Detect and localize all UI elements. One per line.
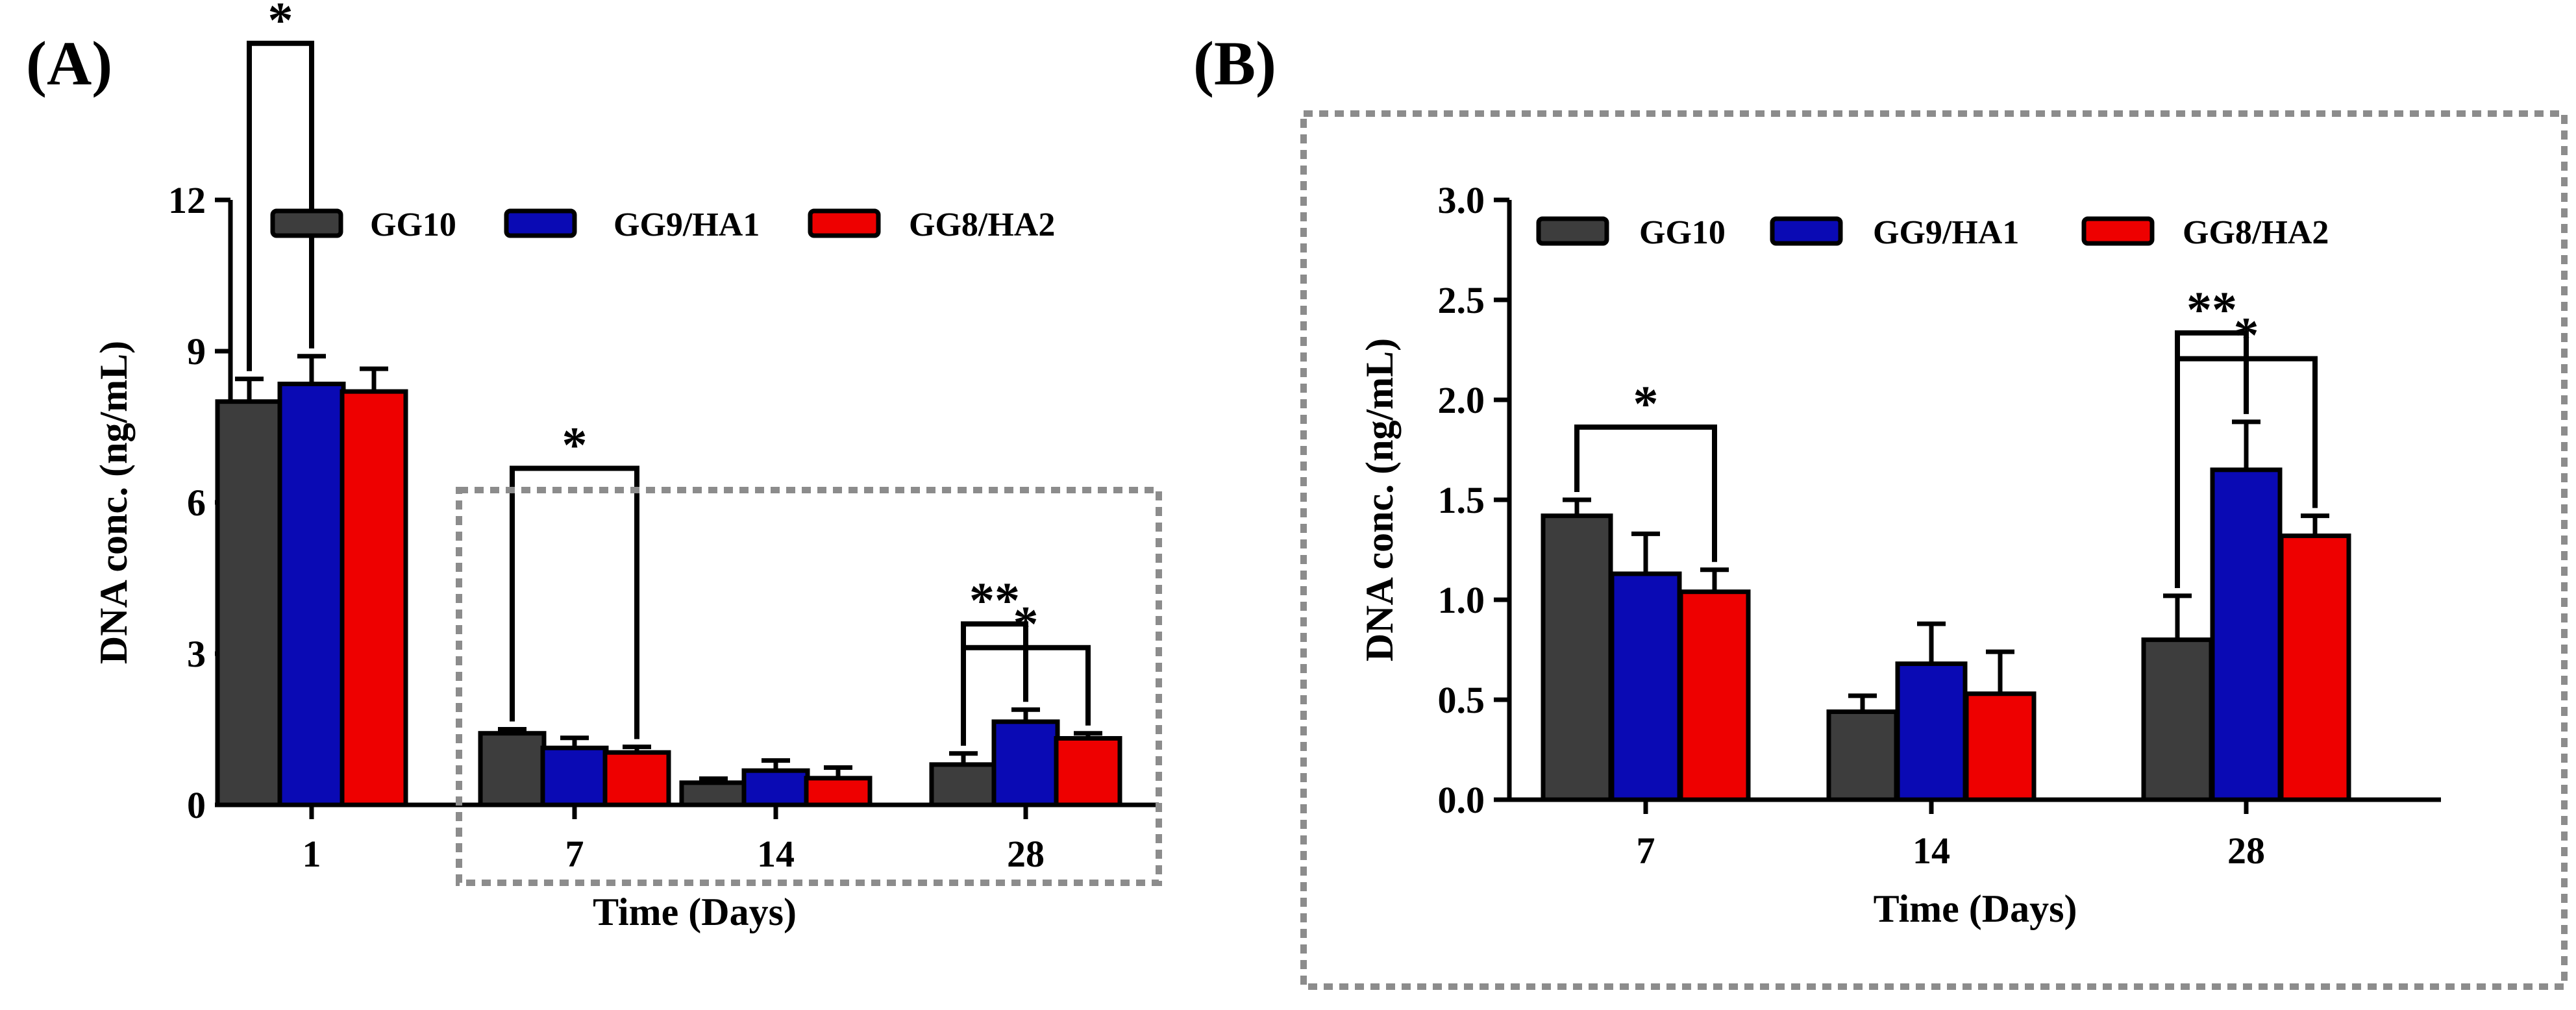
significance-marker: * — [1013, 596, 1039, 652]
significance-marker: ** — [2186, 281, 2237, 338]
y-tick-label: 0.5 — [1438, 679, 1485, 721]
y-tick-label: 0.0 — [1438, 779, 1485, 821]
bar-gg10 — [1826, 709, 1899, 802]
x-tick-label: 28 — [1007, 833, 1045, 875]
significance-marker: * — [268, 0, 293, 48]
bar-gg10 — [2141, 637, 2214, 802]
y-tick-label: 12 — [168, 179, 206, 221]
bar-gg9-ha1 — [540, 745, 609, 807]
bar-gg10 — [215, 399, 284, 807]
y-tick-label: 3 — [187, 633, 206, 675]
x-tick-label: 28 — [2227, 830, 2265, 872]
chart-a: 0 3 6 9 12 1 7 14 28 Time (Days) DNA conc. (ng/mL)… — [92, 0, 1162, 933]
significance-bracket — [1574, 425, 1717, 562]
x-tick-label: 7 — [1637, 830, 1655, 872]
bar-gg9-ha1 — [277, 381, 346, 807]
legend-swatch — [270, 208, 343, 238]
significance-marker: * — [2234, 307, 2259, 363]
y-tick-label: 2.5 — [1438, 279, 1485, 321]
bar-gg9-ha1 — [1895, 661, 1968, 802]
bar-gg10 — [929, 762, 998, 807]
x-axis-title: Time (Days) — [593, 891, 797, 933]
bar-gg10 — [679, 780, 748, 807]
legend-swatch — [504, 208, 577, 238]
significance-marker: * — [562, 417, 588, 473]
bar-gg10 — [1541, 513, 1613, 802]
legend-label: GG8/HA2 — [909, 206, 1055, 243]
bar-gg8-ha2 — [1964, 691, 2037, 802]
legend-label: GG8/HA2 — [2183, 214, 2329, 251]
legend-label: GG10 — [370, 206, 456, 243]
legend-label: GG9/HA1 — [1873, 214, 2019, 251]
bar-gg8-ha2 — [340, 389, 408, 807]
bar-gg9-ha1 — [741, 768, 810, 807]
bar-gg8-ha2 — [804, 776, 873, 807]
significance-marker: ** — [969, 572, 1020, 628]
y-tick-label: 0 — [187, 784, 206, 826]
chart-b: 0.0 0.5 1.0 1.5 2.0 2.5 3.0 7 14 28 Time (Days) DNA… — [1300, 110, 2568, 990]
y-tick-label: 9 — [187, 330, 206, 373]
y-tick-label: 2.0 — [1438, 379, 1485, 421]
legend-swatch — [1536, 216, 1609, 246]
y-axis-title: DNA conc. (ng/mL) — [1358, 338, 1401, 661]
significance-bracket — [2175, 356, 2318, 588]
legend-swatch — [808, 208, 881, 238]
significance-bracket — [961, 645, 1091, 746]
bar-gg9-ha1 — [991, 719, 1060, 807]
significance-bracket — [247, 40, 314, 371]
bar-gg9-ha1 — [2210, 467, 2283, 802]
y-tick-label: 1.5 — [1438, 479, 1485, 521]
legend-label: GG10 — [1639, 214, 1726, 251]
x-tick-label: 7 — [565, 833, 584, 875]
legend-label: GG9/HA1 — [613, 206, 760, 243]
x-tick-label: 14 — [1913, 830, 1950, 872]
bar-gg9-ha1 — [1609, 571, 1682, 802]
y-axis-title: DNA conc. (ng/mL) — [92, 341, 135, 664]
panel-b-frame — [1300, 110, 2568, 990]
bar-gg8-ha2 — [1054, 735, 1122, 807]
x-tick-label: 14 — [757, 833, 795, 875]
bar-gg10 — [478, 731, 547, 807]
y-tick-label: 1.0 — [1438, 579, 1485, 621]
inset-highlight-box — [456, 487, 1162, 886]
bar-gg8-ha2 — [602, 750, 671, 807]
y-tick-label: 6 — [187, 482, 206, 524]
significance-bracket — [510, 465, 639, 739]
panel-b-label: (B) — [1193, 29, 1276, 98]
bar-gg8-ha2 — [1678, 589, 1751, 802]
y-tick-label: 3.0 — [1438, 179, 1485, 221]
x-axis-title: Time (Days) — [1874, 887, 2077, 930]
bar-gg8-ha2 — [2279, 533, 2351, 802]
legend-swatch — [2081, 216, 2155, 246]
x-tick-label: 1 — [303, 833, 321, 875]
legend-swatch — [1770, 216, 1843, 246]
significance-marker: * — [1633, 375, 1659, 432]
panel-a-label: (A) — [26, 29, 112, 98]
